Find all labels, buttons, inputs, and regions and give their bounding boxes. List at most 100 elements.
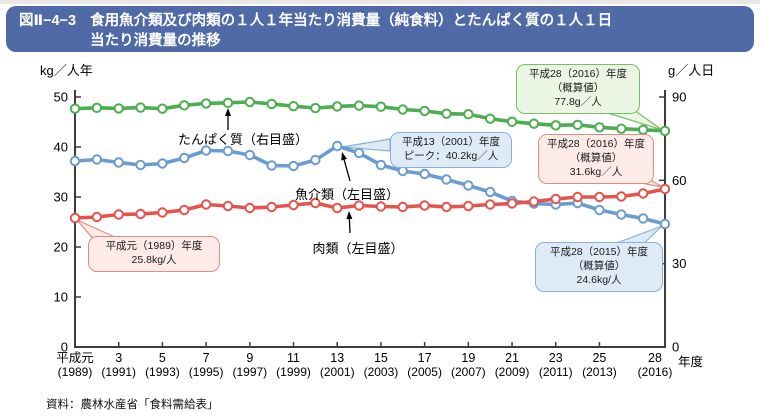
meat-point-2013 bbox=[594, 191, 605, 203]
tick-label: 13 bbox=[330, 351, 344, 365]
protein-point-1994 bbox=[179, 100, 190, 111]
meat-point-2004 bbox=[397, 201, 408, 213]
callout-meat-2016: 平成28（2016）年度 （概算値） 31.6kg／人 bbox=[538, 134, 654, 184]
fish-point-1997 bbox=[244, 149, 256, 161]
tick-label: (2009) bbox=[495, 365, 530, 379]
protein-point-1998 bbox=[266, 98, 277, 110]
tick-label: 3 bbox=[115, 351, 122, 365]
fish-point-1999 bbox=[288, 160, 299, 172]
fish-point-2003 bbox=[375, 159, 387, 171]
tick-label: 0 bbox=[672, 340, 679, 355]
tick-label: 90 bbox=[672, 90, 686, 105]
fish-point-2008 bbox=[484, 186, 496, 198]
meat-point-1991 bbox=[113, 209, 124, 220]
annotation-arrow bbox=[348, 216, 351, 234]
protein-point-2003 bbox=[375, 101, 387, 112]
protein-point-2012 bbox=[572, 119, 583, 130]
meat-point-2007 bbox=[463, 200, 474, 212]
tick-label: (1999) bbox=[276, 365, 311, 379]
meat-series-label: 肉類（左目盛） bbox=[312, 241, 404, 256]
tick-label: 21 bbox=[505, 351, 519, 365]
fish-point-1992 bbox=[135, 159, 146, 171]
fish-point-2007 bbox=[463, 180, 474, 191]
protein-point-2009 bbox=[506, 116, 518, 127]
fish-point-2005 bbox=[419, 168, 430, 180]
callout-line: 平成28（2015）年度 bbox=[549, 246, 649, 258]
meat-point-2001 bbox=[332, 202, 343, 214]
meat-point-1993 bbox=[157, 207, 168, 218]
meat-point-1999 bbox=[288, 199, 299, 211]
callout-line: ピーク：40.2kg／人 bbox=[403, 149, 499, 162]
tick-label: (2016) bbox=[638, 365, 673, 379]
meat-point-2006 bbox=[441, 201, 452, 213]
callout-line: 平成28（2016）年度 bbox=[546, 138, 646, 150]
fish-point-1989 bbox=[69, 155, 81, 167]
meat-series bbox=[69, 183, 671, 224]
meat-point-2012 bbox=[572, 191, 583, 203]
callout-line: 平成28（2016）年度 bbox=[528, 68, 628, 80]
tick-label: 9 bbox=[246, 351, 253, 365]
tick-label: 25 bbox=[592, 351, 606, 365]
protein-point-1997 bbox=[244, 96, 256, 108]
protein-series bbox=[69, 96, 671, 137]
protein-point-2014 bbox=[616, 123, 627, 134]
tick-label: (1989) bbox=[58, 365, 93, 379]
callout-line: 25.8kg/人 bbox=[131, 253, 177, 266]
tick-label: 30 bbox=[54, 190, 68, 205]
fish-point-2014 bbox=[616, 209, 627, 220]
fish-point-1998 bbox=[266, 160, 277, 171]
figure-title-line2: 当たり消費量の推移 bbox=[90, 33, 221, 50]
protein-point-2015 bbox=[637, 124, 649, 135]
tick-label: 23 bbox=[549, 351, 563, 365]
protein-point-1995 bbox=[200, 98, 212, 109]
protein-point-1993 bbox=[157, 103, 168, 114]
protein-point-1989 bbox=[69, 103, 81, 114]
meat-point-2011 bbox=[550, 193, 561, 205]
fish-point-2006 bbox=[441, 174, 452, 185]
figure-title-bar: 図Ⅱ−4−3 食用魚介類及び肉類の１人１年当たり消費量（純食料）とたんぱく質の１… bbox=[6, 6, 754, 52]
tick-label: (1991) bbox=[101, 365, 136, 379]
tick-label: 50 bbox=[54, 90, 68, 105]
protein-series-label: たんぱく質（右目盛） bbox=[177, 132, 309, 147]
fish-point-1990 bbox=[91, 154, 103, 165]
protein-point-1999 bbox=[288, 100, 299, 112]
fish-point-1994 bbox=[179, 152, 190, 164]
protein-point-2011 bbox=[550, 120, 561, 131]
meat-point-2015 bbox=[637, 188, 649, 199]
callout-meat-1989: 平成元（1989）年度 25.8kg/人 bbox=[88, 236, 220, 272]
fish-point-2013 bbox=[594, 204, 605, 216]
figure-title-line1: 食用魚介類及び肉類の１人１年当たり消費量（純食料）とたんぱく質の１人１日 bbox=[90, 13, 613, 29]
fish-point-1996 bbox=[222, 145, 234, 157]
meat-point-2010 bbox=[528, 196, 540, 207]
meat-line bbox=[74, 187, 666, 220]
protein-point-2007 bbox=[463, 109, 474, 120]
callout-line: 平成元（1989）年度 bbox=[105, 240, 203, 252]
figure-title: 食用魚介類及び肉類の１人１年当たり消費量（純食料）とたんぱく質の１人１日 当たり… bbox=[90, 11, 744, 52]
protein-point-1990 bbox=[91, 102, 103, 114]
meat-point-1997 bbox=[244, 202, 256, 214]
protein-point-2008 bbox=[484, 113, 496, 124]
fish-point-2016 bbox=[659, 218, 671, 230]
tick-label: (2013) bbox=[582, 365, 617, 379]
protein-point-2010 bbox=[528, 118, 540, 129]
protein-point-1991 bbox=[113, 103, 124, 114]
source-note: 資料：農林水産省「食料需給表」 bbox=[46, 399, 219, 411]
tick-label: 19 bbox=[461, 351, 475, 365]
meat-point-2000 bbox=[310, 197, 321, 209]
callout-line: （概算値） bbox=[572, 259, 626, 272]
meat-point-1995 bbox=[200, 199, 212, 210]
callout-line: 24.6kg/人 bbox=[576, 273, 622, 286]
annotation-arrowhead bbox=[225, 108, 231, 116]
meat-point-2014 bbox=[616, 191, 627, 202]
annotation-arrow bbox=[342, 157, 351, 182]
tick-label: (2003) bbox=[364, 365, 399, 379]
fish-point-2002 bbox=[353, 147, 365, 159]
tick-label: (1995) bbox=[189, 365, 224, 379]
callout-line: （概算値） bbox=[569, 151, 623, 164]
meat-point-1994 bbox=[179, 204, 190, 216]
tick-label: (1993) bbox=[145, 365, 180, 379]
tick-label: (2011) bbox=[539, 365, 573, 379]
tick-label: 10 bbox=[54, 290, 68, 305]
protein-point-2005 bbox=[419, 105, 430, 117]
